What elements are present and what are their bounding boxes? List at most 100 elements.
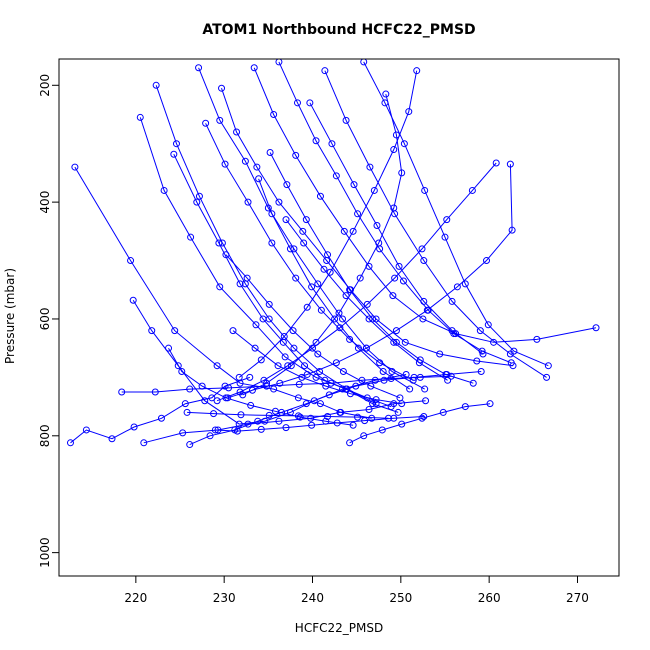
data-point: [398, 420, 406, 428]
profile-28: [255, 175, 414, 393]
data-point: [439, 408, 447, 416]
data-point: [390, 338, 398, 346]
data-point: [195, 64, 203, 72]
data-point: [420, 257, 428, 265]
data-point: [410, 373, 418, 381]
data-point: [235, 420, 243, 428]
profile-line: [74, 166, 372, 419]
data-point: [270, 110, 278, 118]
x-tick-label: 250: [389, 591, 412, 605]
data-point: [507, 359, 515, 367]
data-point: [331, 315, 339, 323]
data-point: [324, 413, 332, 421]
data-point: [235, 373, 243, 381]
data-point: [302, 216, 310, 224]
data-point: [332, 359, 340, 367]
data-point: [255, 175, 263, 183]
data-point: [436, 350, 444, 358]
data-point: [366, 163, 374, 171]
data-point: [282, 424, 290, 432]
data-point: [286, 245, 294, 253]
data-point: [469, 379, 477, 387]
data-point: [543, 373, 551, 381]
data-point: [332, 172, 340, 180]
profile-13: [213, 159, 500, 405]
data-point: [300, 239, 308, 247]
y-tick-label: 400: [38, 191, 52, 214]
data-point: [340, 227, 348, 235]
profile-line: [269, 152, 474, 384]
data-point: [157, 414, 165, 422]
data-point: [160, 186, 168, 194]
data-point: [400, 140, 408, 148]
data-point: [310, 397, 318, 405]
x-tick-label: 270: [566, 591, 589, 605]
data-point: [387, 403, 395, 411]
data-point: [395, 262, 403, 270]
data-point: [303, 303, 311, 311]
data-point: [461, 280, 469, 288]
data-point: [233, 128, 241, 136]
data-point: [221, 382, 229, 390]
data-point: [375, 239, 383, 247]
data-point: [152, 81, 160, 89]
data-point: [413, 67, 421, 75]
data-point: [151, 388, 159, 396]
data-point: [370, 186, 378, 194]
data-point: [263, 379, 271, 387]
data-point: [346, 439, 354, 447]
data-point: [354, 210, 362, 218]
data-point: [275, 198, 283, 206]
data-point: [421, 186, 429, 194]
data-point: [346, 390, 354, 398]
data-point: [398, 169, 406, 177]
data-point: [295, 380, 303, 388]
data-point: [222, 251, 230, 259]
data-point: [533, 335, 541, 343]
data-point: [283, 181, 291, 189]
profile-line: [258, 178, 410, 390]
data-point: [140, 439, 148, 447]
data-point: [321, 67, 329, 75]
data-point: [276, 379, 284, 387]
data-layer: [66, 59, 600, 449]
data-point: [247, 401, 255, 409]
data-point: [388, 368, 396, 376]
data-point: [303, 370, 311, 378]
data-point: [326, 268, 334, 276]
profile-line: [225, 254, 401, 399]
data-point: [274, 362, 282, 370]
data-point: [293, 99, 301, 107]
data-point: [218, 239, 226, 247]
data-point: [225, 384, 233, 392]
y-tick-label: 200: [38, 74, 52, 97]
data-point: [222, 394, 230, 402]
x-tick-label: 230: [213, 591, 236, 605]
data-point: [379, 368, 387, 376]
data-point: [312, 137, 320, 145]
data-point: [415, 359, 423, 367]
data-point: [218, 84, 226, 92]
data-point: [448, 327, 456, 335]
data-point: [380, 376, 388, 384]
data-point: [490, 338, 498, 346]
data-point: [281, 353, 289, 361]
data-point: [316, 368, 324, 376]
data-point: [476, 327, 484, 335]
data-point: [349, 421, 357, 429]
data-point: [186, 441, 194, 449]
profile-17: [152, 81, 380, 408]
data-point: [372, 400, 380, 408]
data-point: [314, 350, 322, 358]
data-point: [268, 239, 276, 247]
data-point: [418, 245, 426, 253]
data-point: [174, 362, 182, 370]
data-point: [316, 400, 324, 408]
data-point: [322, 382, 330, 390]
data-point: [243, 274, 251, 282]
y-tick-label: 600: [38, 308, 52, 331]
x-axis: 220 230 240 250 260 270: [124, 576, 589, 605]
data-point: [368, 414, 376, 422]
data-point: [148, 327, 156, 335]
